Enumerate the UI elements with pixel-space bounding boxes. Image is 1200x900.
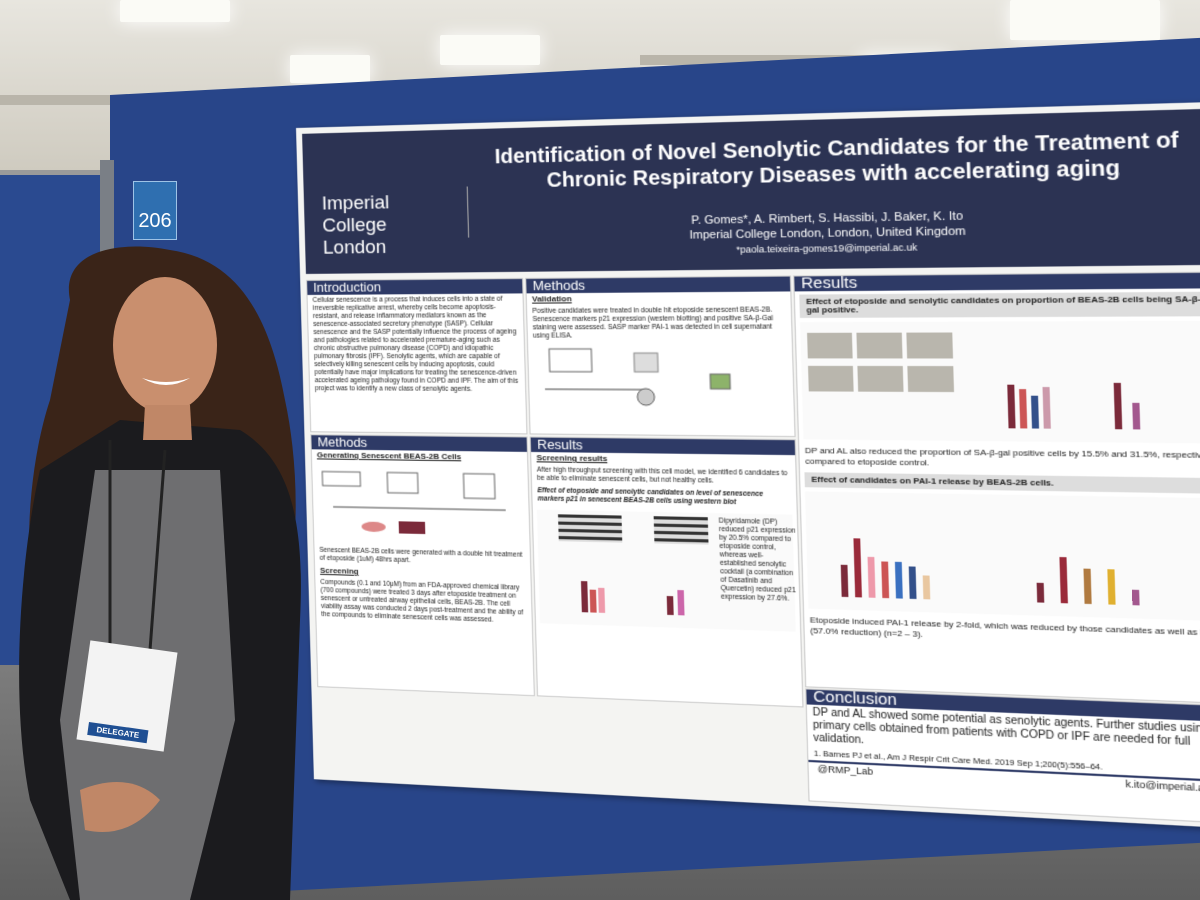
figure-bar — [580, 581, 589, 613]
figure-bar — [894, 561, 903, 599]
section-text: Compounds (0.1 and 10μM) from an FDA-app… — [320, 578, 524, 624]
step-box — [387, 472, 418, 493]
figure-bar — [598, 587, 606, 613]
results: Results Effect of etoposide and senolyti… — [793, 271, 1200, 705]
section-heading: Methods — [311, 434, 527, 452]
badge-role: DELEGATE — [87, 721, 149, 744]
conclusion: Conclusion DP and AL showed some potenti… — [805, 688, 1200, 825]
figure-caption: Dipyridamole (DP) reduced p21 expression… — [718, 517, 797, 603]
figure-bar — [1007, 384, 1016, 429]
icon — [634, 353, 658, 372]
micrographs — [805, 330, 978, 397]
ceiling-light — [120, 0, 230, 22]
ceiling-light — [440, 35, 540, 65]
figure-bar — [677, 590, 685, 616]
figure-bar — [840, 564, 849, 598]
section-heading: Introduction — [307, 279, 523, 295]
blot — [557, 514, 623, 543]
figure-bar — [1031, 395, 1040, 429]
figure-bar — [881, 561, 890, 599]
figure-bar — [1042, 387, 1051, 429]
sa-gal-figure — [800, 320, 1200, 444]
figure-bar — [867, 556, 876, 598]
blot — [653, 516, 709, 545]
section-heading: Results — [794, 272, 1200, 292]
figure-bar — [589, 589, 597, 613]
figure-bar — [666, 596, 674, 616]
poster-title: Identification of Novel Senolytic Candid… — [494, 128, 1180, 193]
figure-caption: Etoposide induced PAI-1 release by 2-fol… — [809, 615, 1200, 640]
figure-title: Effect of etoposide and senolytic candid… — [799, 291, 1200, 318]
hands — [80, 782, 160, 832]
ceiling-light — [1010, 0, 1160, 40]
figure-bar — [1059, 557, 1068, 604]
figure-caption: DP and AL also reduced the proportion of… — [804, 445, 1200, 468]
introduction: Introduction Cellular senescence is a pr… — [306, 277, 528, 435]
poster: Imperial College London Identification o… — [296, 101, 1200, 829]
poster-meta: P. Gomes*, A. Rimbert, S. Hassibi, J. Ba… — [481, 205, 1200, 260]
figure-bar — [853, 538, 862, 598]
screening-results: Results Screening results After high thr… — [529, 436, 804, 708]
western-blot-figure: Dipyridamole (DP) reduced p21 expression… — [536, 509, 797, 632]
neck — [143, 405, 192, 440]
figure-bar — [1083, 568, 1092, 605]
delegate-badge: DELEGATE — [76, 640, 178, 752]
person — [19, 246, 301, 900]
figure-bar — [1019, 389, 1028, 429]
figure-bar — [1131, 589, 1140, 606]
figure-bar — [1036, 582, 1045, 603]
figure-title: Effect of etoposide and senolytic candid… — [537, 487, 764, 507]
face — [113, 277, 217, 413]
step-box — [549, 349, 592, 372]
section-text: Positive candidates were treated in doub… — [532, 306, 774, 340]
separator — [466, 186, 470, 238]
figure-bar — [908, 566, 917, 599]
figure-bar — [1113, 382, 1123, 430]
workflow-diagram — [528, 342, 788, 416]
twitter-handle: @RMP_Lab — [817, 763, 874, 777]
poster-header: Imperial College London Identification o… — [302, 108, 1200, 274]
protocol-diagram — [312, 461, 522, 535]
section-text: Cellular senescence is a process that in… — [312, 295, 519, 393]
figure-bar — [1132, 402, 1141, 430]
timeline — [333, 507, 506, 510]
dish-icon — [361, 521, 386, 533]
pai1-figure — [805, 491, 1200, 622]
figure-bar — [1107, 569, 1116, 605]
ceiling-light — [290, 55, 370, 83]
booth-number: 206 — [133, 181, 177, 240]
institution: Imperial College London — [321, 192, 390, 259]
plate-icon — [398, 521, 426, 535]
lanyard — [148, 449, 167, 651]
step-box — [463, 474, 495, 499]
step-box — [322, 472, 360, 487]
figure-bar — [922, 575, 931, 600]
icon — [637, 389, 655, 406]
methods-validation: Methods Validation Positive candidates w… — [525, 275, 796, 438]
figure-title: Effect of candidates on PAI-1 release by… — [804, 472, 1200, 494]
contact-email: k.ito@imperial.ac.uk — [1125, 778, 1200, 795]
icon — [710, 374, 730, 389]
methods-generating: Methods Generating Senescent BEAS-2B Cel… — [310, 434, 535, 697]
smile — [142, 378, 190, 385]
